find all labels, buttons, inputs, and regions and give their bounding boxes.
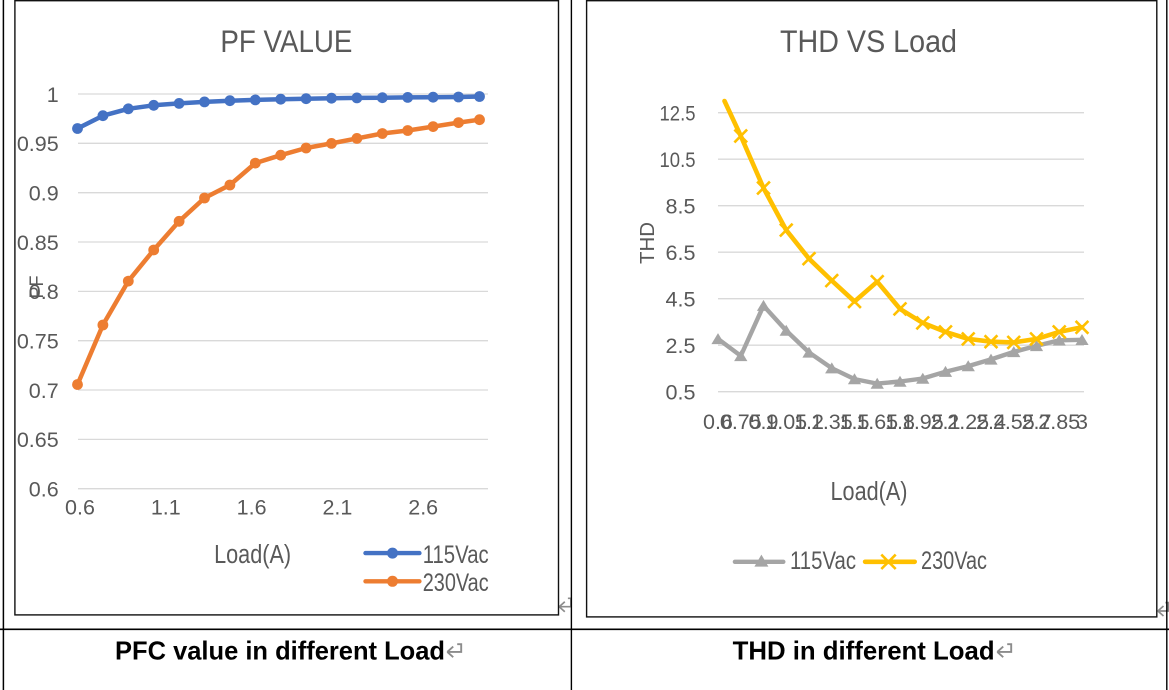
svg-text:PF: PF [27,276,48,299]
svg-text:Load(A): Load(A) [214,541,291,569]
svg-text:2.85: 2.85 [1038,410,1080,434]
svg-text:1.5: 1.5 [840,410,870,434]
svg-text:2.1: 2.1 [931,410,961,434]
svg-text:PF VALUE: PF VALUE [220,23,352,59]
svg-text:1.1: 1.1 [151,495,181,519]
svg-text:8.5: 8.5 [666,195,696,219]
svg-text:10.5: 10.5 [660,148,696,172]
svg-text:0.65: 0.65 [17,428,59,452]
svg-text:1: 1 [47,83,59,107]
svg-text:2.55: 2.55 [993,410,1035,434]
svg-text:0.5: 0.5 [666,381,696,405]
svg-text:230Vac: 230Vac [921,547,987,575]
svg-text:0.8: 0.8 [29,280,59,304]
svg-text:0.7: 0.7 [29,379,59,403]
svg-text:0.9: 0.9 [29,182,59,206]
svg-text:0.9: 0.9 [749,410,779,434]
svg-text:115Vac: 115Vac [790,547,856,575]
svg-text:0.85: 0.85 [17,231,59,255]
svg-text:1.8: 1.8 [885,410,915,434]
svg-text:6.5: 6.5 [666,241,696,265]
svg-text:PFC value in different Load: PFC value in different Load [115,636,445,666]
svg-text:0.6: 0.6 [703,410,733,434]
svg-text:2.6: 2.6 [408,495,438,519]
svg-text:2.5: 2.5 [666,334,696,358]
svg-text:2.7: 2.7 [1022,410,1052,434]
svg-text:0.75: 0.75 [720,410,762,434]
svg-text:2.1: 2.1 [322,495,352,519]
svg-text:1.35: 1.35 [811,410,853,434]
svg-text:2.25: 2.25 [947,410,989,434]
svg-text:0.95: 0.95 [17,132,59,156]
svg-text:2.4: 2.4 [976,410,1006,434]
svg-text:1.05: 1.05 [765,410,807,434]
svg-text:Load(A): Load(A) [831,478,908,506]
svg-text:1.6: 1.6 [237,495,267,519]
svg-text:115Vac: 115Vac [423,541,489,569]
svg-text:THD VS Load: THD VS Load [780,23,957,59]
svg-text:0.6: 0.6 [65,495,95,519]
svg-text:3: 3 [1076,410,1088,434]
svg-text:0.6: 0.6 [29,478,59,502]
svg-text:12.5: 12.5 [660,102,696,126]
svg-text:1.2: 1.2 [794,410,824,434]
svg-text:THD in different Load: THD in different Load [733,636,995,666]
svg-text:0.75: 0.75 [17,330,59,354]
svg-text:1.65: 1.65 [856,410,898,434]
svg-text:230Vac: 230Vac [423,569,489,597]
svg-text:THD: THD [637,222,659,264]
svg-text:1.95: 1.95 [902,410,944,434]
svg-text:4.5: 4.5 [666,288,696,312]
